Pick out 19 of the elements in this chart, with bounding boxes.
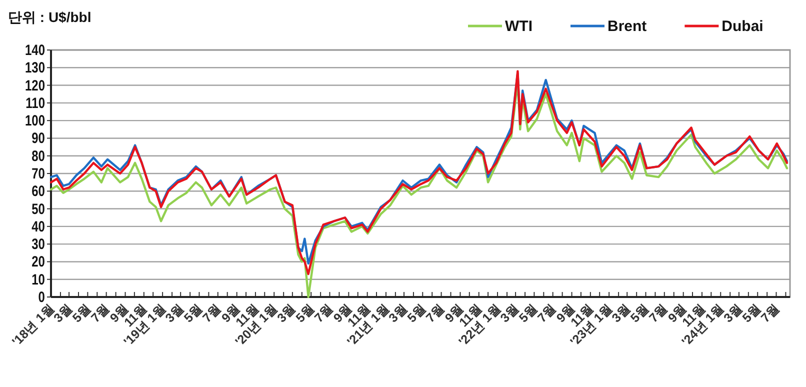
y-tick-label: 20 (32, 253, 45, 270)
y-tick-label: 30 (32, 236, 45, 252)
y-tick-label: 60 (32, 182, 45, 200)
legend-label: WTI (505, 18, 532, 35)
y-tick-label: 40 (32, 218, 45, 235)
y-tick-label: 50 (32, 200, 45, 218)
legend-label: Dubai (722, 18, 764, 35)
legend-label: Brent (608, 18, 647, 35)
y-tick-label: 100 (24, 112, 45, 129)
y-tick-label: 80 (32, 148, 45, 164)
y-tick-label: 0 (38, 288, 45, 306)
y-tick-label: 110 (26, 94, 45, 112)
y-tick-label: 90 (32, 130, 45, 147)
y-tick-label: 140 (24, 42, 45, 58)
y-tick-label: 70 (32, 165, 45, 182)
y-axis-title: 단위 : U$/bbl (8, 9, 92, 25)
y-tick-label: 130 (24, 59, 45, 76)
y-tick-label: 120 (24, 77, 45, 94)
y-tick-label: 10 (32, 271, 45, 288)
